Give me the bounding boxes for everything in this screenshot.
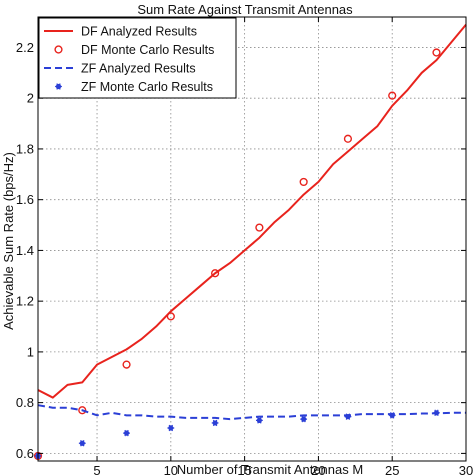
data-point-zf-monte-carlo-results xyxy=(433,409,440,417)
data-point-zf-monte-carlo-results xyxy=(388,412,396,419)
series-line-df-analyzed-results xyxy=(37,23,467,399)
legend-label-zf-analyzed-results: ZF Analyzed Results xyxy=(81,62,196,76)
x-tick-label: 15 xyxy=(237,463,251,476)
legend-swatch-zf-monte-carlo-results-star xyxy=(55,83,62,90)
data-point-df-monte-carlo-results xyxy=(122,360,131,369)
x-axis-title: Number of Transmit Antennas M xyxy=(177,462,363,476)
data-point-zf-monte-carlo-results xyxy=(344,413,352,420)
data-point-zf-monte-carlo-results-star xyxy=(344,413,352,420)
chart-title: Sum Rate Against Transmit Antennas xyxy=(137,2,353,17)
legend-label-df-analyzed-results: DF Analyzed Results xyxy=(81,25,197,39)
y-tick-label: 2 xyxy=(27,91,34,106)
legend: DF Analyzed Results DF Monte Carlo Result… xyxy=(38,17,237,99)
data-point-df-monte-carlo-results xyxy=(343,134,353,143)
data-point-df-monte-carlo-results xyxy=(166,312,175,321)
data-point-zf-monte-carlo-results xyxy=(211,419,219,427)
plot-frame xyxy=(37,16,467,462)
y-tick-label: 1.2 xyxy=(16,294,34,309)
y-tick-label: 1 xyxy=(27,344,34,359)
data-point-zf-monte-carlo-results xyxy=(78,439,86,447)
data-point-df-monte-carlo-results xyxy=(299,177,308,187)
y-tick-label: 0.8 xyxy=(16,395,34,410)
y-tick-label: 1.6 xyxy=(16,192,34,207)
y-tick-label: 0.6 xyxy=(16,446,34,461)
y-tick-label: 1.8 xyxy=(16,141,34,156)
data-point-zf-monte-carlo-results-star xyxy=(388,412,396,419)
data-point-zf-monte-carlo-results xyxy=(167,424,175,432)
legend-label-df-monte-carlo-results: DF Monte Carlo Results xyxy=(81,43,214,57)
y-axis-title: Achievable Sum Rate (bps/Hz) xyxy=(1,152,16,330)
legend-swatch-df-monte-carlo-results xyxy=(54,45,63,54)
data-point-df-monte-carlo-results xyxy=(255,223,264,232)
data-point-zf-monte-carlo-results-star xyxy=(211,419,219,427)
ticks: 5 10 15 20 25 30 0.6 0.8 1 1.2 1.4 1.6 1.8 2 2.2 xyxy=(16,17,473,476)
series-layer xyxy=(33,23,467,461)
data-point-df-monte-carlo-results xyxy=(78,406,87,415)
data-point-zf-monte-carlo-results xyxy=(255,417,263,424)
series-line-zf-analyzed-results xyxy=(37,404,466,421)
x-tick-label: 20 xyxy=(311,463,325,476)
x-tick-label: 5 xyxy=(93,463,100,476)
data-point-zf-monte-carlo-results xyxy=(300,415,308,423)
data-point-df-monte-carlo-results xyxy=(432,48,441,57)
x-tick-label: 25 xyxy=(385,463,399,476)
data-point-zf-monte-carlo-results-star xyxy=(433,409,440,417)
data-point-zf-monte-carlo-results-star xyxy=(255,417,263,424)
data-point-zf-monte-carlo-results-star xyxy=(123,429,130,437)
x-tick-label: 10 xyxy=(164,463,178,476)
data-point-zf-monte-carlo-results xyxy=(123,429,130,437)
data-point-zf-monte-carlo-results-star xyxy=(300,415,308,423)
x-tick-label: 30 xyxy=(459,463,473,476)
data-point-zf-monte-carlo-results-star xyxy=(167,424,175,432)
legend-label-zf-monte-carlo-results: ZF Monte Carlo Results xyxy=(81,80,213,94)
data-point-df-monte-carlo-results xyxy=(388,91,397,100)
data-point-df-monte-carlo-results xyxy=(211,269,220,278)
data-point-zf-monte-carlo-results-star xyxy=(78,439,86,447)
legend-swatch-zf-monte-carlo-results xyxy=(55,83,62,90)
y-tick-label: 2.2 xyxy=(16,40,34,55)
y-tick-label: 1.4 xyxy=(16,243,34,258)
